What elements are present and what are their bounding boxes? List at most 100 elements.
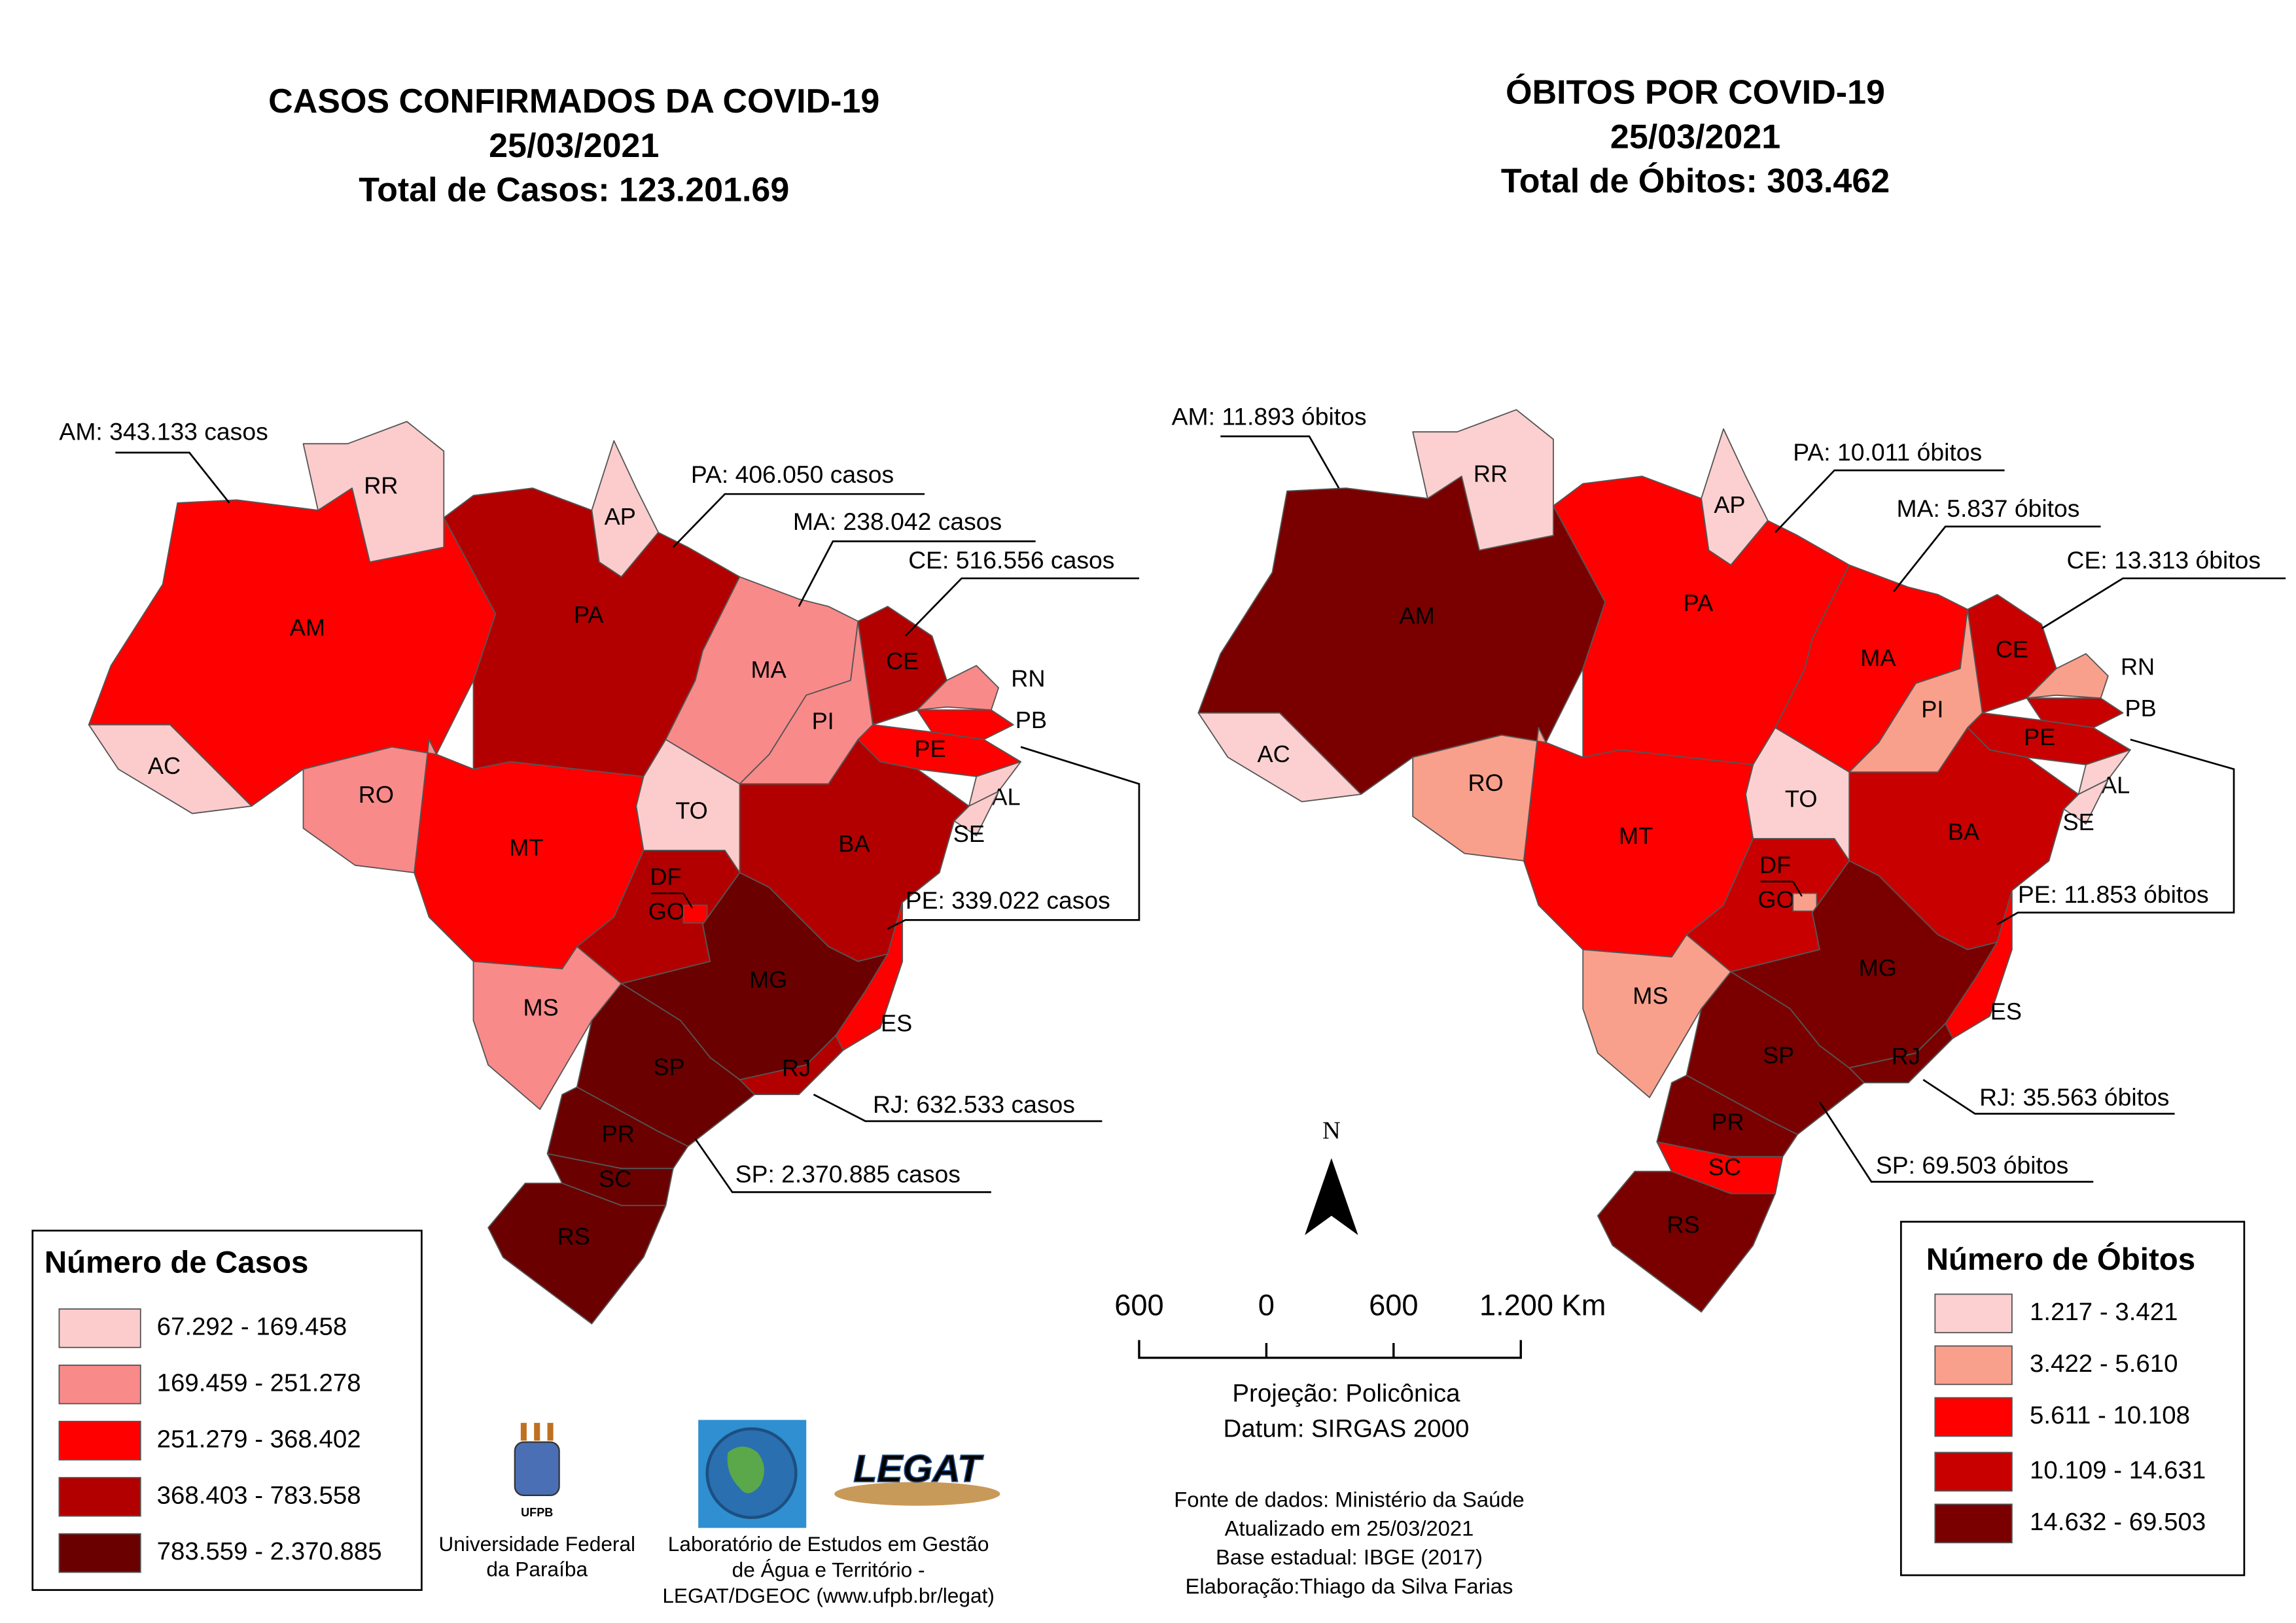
state-label: CE xyxy=(1996,636,2028,663)
legend-swatch xyxy=(1934,1345,2013,1386)
legend-label: 251.279 - 368.402 xyxy=(157,1425,361,1453)
state xyxy=(835,901,904,1051)
map-title: Total de Casos: 123.201.69 xyxy=(359,171,789,209)
state-label: SP xyxy=(653,1054,684,1081)
state-label: RJ xyxy=(1892,1043,1920,1070)
map-title: 25/03/2021 xyxy=(1610,118,1780,156)
callout-leader xyxy=(115,451,230,504)
state-label: PI xyxy=(812,708,834,735)
scale-bar xyxy=(1138,1340,1522,1359)
legend-label: 3.422 - 5.610 xyxy=(2030,1350,2178,1378)
state-label: PR xyxy=(602,1121,635,1147)
ufpb-torch xyxy=(534,1423,540,1441)
legend-label: 67.292 - 169.458 xyxy=(157,1313,347,1341)
credit-text: Elaboração:Thiago da Silva Farias xyxy=(1186,1574,1513,1598)
callout-leader xyxy=(2041,577,2286,630)
callout-label: PE: 339.022 casos xyxy=(906,886,1110,914)
state-label: RN xyxy=(1011,665,1045,692)
df-leader xyxy=(682,893,694,909)
callout-label: PE: 11.853 óbitos xyxy=(2018,881,2209,908)
legend-label: 5.611 - 10.108 xyxy=(2030,1401,2190,1429)
state xyxy=(576,983,755,1147)
state-label: SC xyxy=(599,1166,631,1193)
legend-swatch xyxy=(58,1365,141,1405)
callout-label: CE: 13.313 óbitos xyxy=(2067,546,2261,574)
callout-label: RJ: 35.563 óbitos xyxy=(1979,1083,2169,1111)
callout-label: PA: 10.011 óbitos xyxy=(1793,438,1982,466)
state-label: RS xyxy=(1667,1211,1699,1238)
legend-title: Número de Óbitos xyxy=(1926,1241,2195,1277)
legend-label: 10.109 - 14.631 xyxy=(2030,1456,2206,1484)
credit-text: Base estadual: IBGE (2017) xyxy=(1216,1545,1483,1569)
legat-caption: de Água e Território - xyxy=(732,1558,925,1582)
state-label: PE xyxy=(914,735,945,762)
state xyxy=(88,724,253,814)
state xyxy=(1412,409,1554,551)
state xyxy=(682,904,708,924)
brazil-map: AMRRAPPAMAPICERNPBPEALSEBATOMTROACGODFMS… xyxy=(1197,409,2157,1313)
df-leader xyxy=(1792,881,1803,897)
state xyxy=(916,709,1014,741)
legend-swatch xyxy=(58,1476,141,1517)
scale-label: 600 xyxy=(1369,1289,1418,1322)
state-label: SP xyxy=(1763,1042,1794,1069)
state-label: RR xyxy=(364,472,398,498)
state-label: GO xyxy=(1757,886,1794,913)
callout-label: PA: 406.050 casos xyxy=(691,461,894,488)
state xyxy=(1945,890,2013,1039)
state-label: AC xyxy=(148,752,181,779)
state xyxy=(1412,727,1547,862)
state-label: SE xyxy=(953,820,985,847)
legend-label: 368.403 - 783.558 xyxy=(157,1481,361,1509)
projection-text: Projeção: Policônica xyxy=(1232,1379,1460,1407)
callout-label: SP: 69.503 óbitos xyxy=(1876,1151,2068,1179)
callout-leader xyxy=(672,493,925,548)
north-arrow xyxy=(1305,1158,1358,1235)
ufpb-caption: Universidade Federal xyxy=(438,1532,635,1556)
state-label: RO xyxy=(359,781,394,808)
state xyxy=(1597,1170,1776,1313)
legend-label: 169.459 - 251.278 xyxy=(157,1369,361,1397)
legend-swatch xyxy=(58,1308,141,1348)
callout-leader xyxy=(798,540,1036,607)
legat-caption: Laboratório de Estudos em Gestão xyxy=(668,1532,989,1556)
ufpb-caption: da Paraíba xyxy=(486,1558,588,1581)
state-label: AP xyxy=(1714,491,1745,518)
state-label: MS xyxy=(1633,983,1668,1009)
ufpb-torch xyxy=(520,1423,527,1441)
state xyxy=(487,1182,667,1325)
state-label: MG xyxy=(1859,954,1897,981)
state-label: DF xyxy=(1759,851,1791,878)
legend-title: Número de Casos xyxy=(44,1246,309,1280)
state-label: RN xyxy=(2121,654,2155,680)
state xyxy=(1197,712,1362,803)
legat-logo-text: LEGAT xyxy=(853,1448,984,1490)
legend-swatch xyxy=(58,1533,141,1573)
callout-label: SP: 2.370.885 casos xyxy=(735,1160,961,1187)
scale-label: 0 xyxy=(1258,1289,1275,1322)
state-label: PB xyxy=(2125,695,2156,722)
state-label: ES xyxy=(881,1009,912,1036)
legend-box xyxy=(31,1229,423,1591)
state-label: MA xyxy=(751,656,787,683)
state-label: CE xyxy=(886,648,919,674)
legat-base xyxy=(834,1482,1000,1506)
state-label: PR xyxy=(1711,1109,1744,1136)
map-title: 25/03/2021 xyxy=(489,127,659,165)
state-label: PA xyxy=(1684,589,1714,616)
ufpb-crest xyxy=(514,1441,560,1497)
state-label: BA xyxy=(1948,818,1980,845)
legend-label: 783.559 - 2.370.885 xyxy=(157,1537,382,1565)
state-label: BA xyxy=(838,830,870,857)
callout-label: AM: 343.133 casos xyxy=(59,417,268,445)
state xyxy=(302,421,445,563)
state-label: TO xyxy=(1785,786,1818,812)
callout-leader xyxy=(1922,1079,2175,1115)
state xyxy=(1792,892,1818,912)
state-label: ES xyxy=(1990,998,2022,1024)
callout-label: MA: 5.837 óbitos xyxy=(1897,495,2080,522)
legend-swatch xyxy=(1934,1397,2013,1437)
credit-text: Atualizado em 25/03/2021 xyxy=(1225,1516,1474,1541)
